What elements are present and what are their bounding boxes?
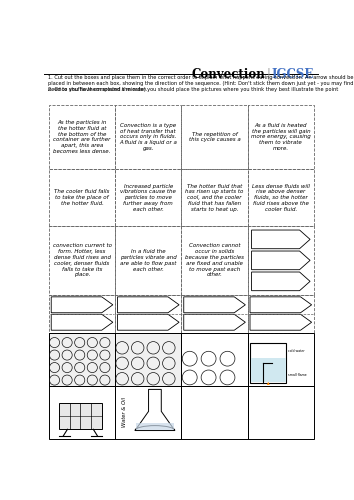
Text: cold water: cold water bbox=[288, 350, 305, 354]
Text: The repetition of
this cycle causes a: The repetition of this cycle causes a bbox=[189, 132, 240, 142]
Polygon shape bbox=[267, 382, 270, 385]
Bar bbox=[248, 386, 314, 439]
Text: Convection cannot
occur in solids
because the particles
are fixed and unable
to : Convection cannot occur in solids becaus… bbox=[185, 244, 244, 278]
Text: convection current to
form. Hotter, less
dense fluid rises and
cooler, denser fl: convection current to form. Hotter, less… bbox=[52, 244, 112, 278]
Polygon shape bbox=[51, 314, 113, 330]
Bar bbox=[248, 169, 314, 226]
Text: In a fluid the
particles vibrate and
are able to flow past
each other.: In a fluid the particles vibrate and are… bbox=[120, 249, 177, 272]
Text: |: | bbox=[267, 68, 270, 80]
Text: 2. Once you have completed the order you should place the pictures where you thi: 2. Once you have completed the order you… bbox=[48, 87, 338, 92]
Text: As the particles in
the hotter fluid at
the bottom of the
container are further
: As the particles in the hotter fluid at … bbox=[53, 120, 111, 154]
Polygon shape bbox=[51, 297, 113, 313]
Text: The hotter fluid that
has risen up starts to
cool, and the cooler
fluid that has: The hotter fluid that has risen up start… bbox=[185, 184, 244, 212]
Polygon shape bbox=[184, 314, 245, 330]
Bar bbox=[49, 169, 115, 226]
Bar bbox=[182, 386, 248, 439]
Polygon shape bbox=[250, 314, 312, 330]
Bar bbox=[49, 386, 115, 439]
Polygon shape bbox=[252, 272, 310, 290]
Polygon shape bbox=[136, 423, 174, 430]
Bar bbox=[182, 332, 248, 386]
Bar bbox=[115, 386, 182, 439]
Bar bbox=[248, 294, 314, 333]
Bar bbox=[182, 226, 248, 294]
Bar bbox=[49, 294, 115, 333]
Bar bbox=[49, 226, 115, 294]
Bar bbox=[115, 332, 182, 386]
Bar bbox=[248, 226, 314, 294]
Bar bbox=[251, 358, 286, 382]
Bar bbox=[182, 294, 248, 333]
Text: IGCSE: IGCSE bbox=[271, 68, 314, 80]
Bar bbox=[115, 332, 182, 386]
Bar bbox=[115, 104, 182, 169]
Text: Convection: Convection bbox=[192, 68, 265, 80]
Text: The cooler fluid falls
to take the place of
the hotter fluid.: The cooler fluid falls to take the place… bbox=[55, 190, 110, 206]
Bar bbox=[182, 169, 248, 226]
Bar bbox=[49, 332, 115, 386]
Bar bbox=[182, 104, 248, 169]
Text: Increased particle
vibrations cause the
particles to move
further away from
each: Increased particle vibrations cause the … bbox=[120, 184, 176, 212]
Polygon shape bbox=[252, 251, 310, 270]
Text: Water & Oil: Water & Oil bbox=[122, 397, 127, 428]
Polygon shape bbox=[250, 297, 312, 313]
Bar bbox=[248, 104, 314, 169]
Bar bbox=[248, 332, 314, 386]
Bar bbox=[49, 104, 115, 169]
Text: 1. Cut out the boxes and place them in the correct order to explain what happens: 1. Cut out the boxes and place them in t… bbox=[48, 76, 354, 92]
Bar bbox=[115, 294, 182, 333]
Text: Less dense fluids will
rise above denser
fluids, so the hotter
fluid rises above: Less dense fluids will rise above denser… bbox=[252, 184, 310, 212]
Text: Convection is a type
of heat transfer that
occurs only in fluids.
A fluid is a l: Convection is a type of heat transfer th… bbox=[119, 123, 177, 151]
Text: small flame: small flame bbox=[288, 372, 307, 376]
Bar bbox=[59, 402, 102, 429]
Bar bbox=[250, 342, 286, 382]
Polygon shape bbox=[184, 297, 245, 313]
Polygon shape bbox=[118, 314, 179, 330]
Bar bbox=[115, 226, 182, 294]
Bar bbox=[49, 332, 115, 386]
Polygon shape bbox=[118, 297, 179, 313]
Bar bbox=[115, 169, 182, 226]
Text: As a fluid is heated
the particles will gain
more energy, causing
them to vibrat: As a fluid is heated the particles will … bbox=[251, 123, 311, 151]
Bar bbox=[182, 332, 248, 386]
Polygon shape bbox=[252, 230, 310, 248]
